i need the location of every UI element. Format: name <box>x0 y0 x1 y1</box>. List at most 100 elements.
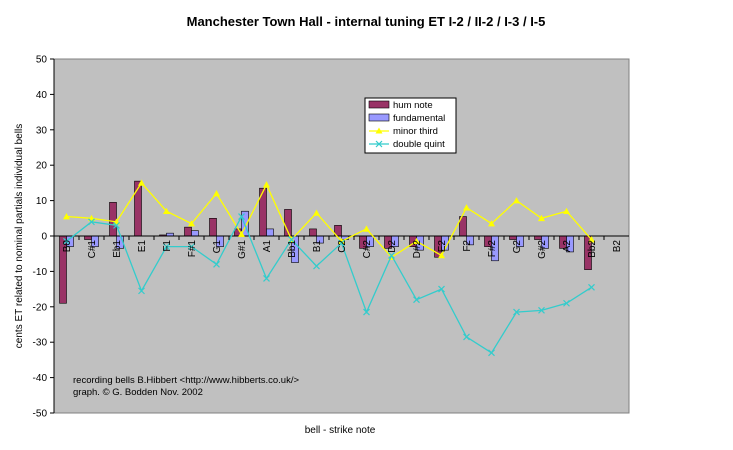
x-tick-label-c-2: C#2 <box>362 240 373 259</box>
bar-fundamental-a1 <box>266 228 274 237</box>
lines-layer <box>63 179 595 357</box>
point-minor-third-f1 <box>163 207 170 215</box>
point-minor-third-f-1 <box>188 220 195 227</box>
point-double-quint-d-2 <box>413 296 420 304</box>
y-tick-label: -20 <box>33 302 48 313</box>
point-double-quint-f1 <box>163 243 170 251</box>
point-minor-third-b0 <box>63 213 70 220</box>
point-double-quint-a2 <box>563 299 570 307</box>
x-tick-label-e1: E1 <box>137 240 148 253</box>
point-minor-third-f-2 <box>488 220 495 227</box>
legend-marker-minor-third <box>375 127 383 134</box>
y-axis-title: cents ET related to nominal partials ind… <box>14 124 25 348</box>
point-minor-third-g1 <box>213 190 220 197</box>
x-tick-label-a1: A1 <box>262 240 273 253</box>
x-tick-label-g-1: G#1 <box>237 240 248 259</box>
point-minor-third-d-2 <box>413 237 420 245</box>
bar-hum-note-b1 <box>309 228 317 237</box>
x-tick-label-f2: F2 <box>462 240 473 252</box>
y-tick-label: -10 <box>33 267 48 278</box>
x-tick-label-f-1: F#1 <box>187 240 198 258</box>
x-tick-label-bb2: Bb2 <box>587 240 598 258</box>
point-double-quint-b0 <box>63 237 70 245</box>
point-double-quint-f-1 <box>188 243 195 251</box>
chart-title: Manchester Town Hall - internal tuning E… <box>187 14 546 29</box>
legend-swatch-fundamental <box>368 113 390 122</box>
legend-label-fundamental: fundamental <box>393 113 445 124</box>
bar-hum-note-g2 <box>509 235 517 240</box>
x-tick-label-eb1: Eb1 <box>112 240 123 258</box>
point-double-quint-bb1 <box>288 236 295 243</box>
point-minor-third-c-2 <box>363 225 370 232</box>
bar-hum-note-c-1 <box>84 235 92 240</box>
x-tick-label-a2: A2 <box>562 240 573 253</box>
y-tick-label: 10 <box>36 196 48 207</box>
point-double-quint-g-1 <box>238 213 245 220</box>
y-tick-label: -40 <box>33 373 48 384</box>
point-minor-third-g2 <box>513 197 520 204</box>
point-double-quint-g-2 <box>538 306 545 314</box>
x-tick-label-e2: E2 <box>437 240 448 253</box>
x-tick-label-d-2: D#2 <box>412 240 423 259</box>
point-minor-third-e2 <box>438 251 445 259</box>
y-tick-label: 0 <box>41 232 47 243</box>
point-minor-third-a1 <box>263 181 270 188</box>
point-minor-third-e1 <box>138 179 145 186</box>
credit-recording: recording bells B.Hibbert <http://www.hi… <box>73 375 299 386</box>
point-double-quint-g2 <box>513 308 520 316</box>
y-tick-label: 50 <box>36 55 48 66</box>
point-minor-third-bb2 <box>588 236 595 243</box>
point-double-quint-a1 <box>263 275 270 282</box>
point-double-quint-eb1 <box>113 221 120 229</box>
x-tick-label-g1: G1 <box>212 240 223 254</box>
legend-label-minor-third: minor third <box>393 126 438 137</box>
x-tick-label-b2: B2 <box>612 240 623 253</box>
line-double-quint <box>66 214 592 354</box>
x-tick-label-b1: B1 <box>312 240 323 253</box>
x-axis-title: bell - strike note <box>305 425 376 436</box>
x-tick-label-g-2: G#2 <box>537 240 548 259</box>
y-tick-label: -30 <box>33 338 48 349</box>
credit-graph: graph. © G. Bodden Nov. 2002 <box>73 387 203 398</box>
point-minor-third-g-2 <box>538 214 545 222</box>
x-axis: B0 C#1 Eb1 E1 F1 F#1 G1 G#1 A1 Bb1 B1 C2 C#2 D2 D#2 E2 F… <box>53 236 623 259</box>
x-tick-label-g2: G2 <box>512 240 523 254</box>
y-tick-label: -50 <box>33 409 48 420</box>
point-double-quint-d2 <box>388 252 395 259</box>
bar-hum-note-g1 <box>209 218 217 237</box>
point-double-quint-g1 <box>213 260 220 268</box>
y-tick-label: 30 <box>36 125 48 136</box>
legend-label-hum-note: hum note <box>393 100 433 111</box>
line-minor-third <box>66 181 592 259</box>
point-minor-third-b1 <box>313 209 320 216</box>
point-double-quint-c2 <box>338 239 345 247</box>
point-double-quint-c-1 <box>88 218 95 226</box>
bar-hum-note-g-2 <box>534 235 542 240</box>
point-minor-third-c2 <box>338 237 345 245</box>
x-tick-label-c-1: C#1 <box>87 240 98 259</box>
y-tick-label: 20 <box>36 161 48 172</box>
legend-label-double-quint: double quint <box>393 139 445 150</box>
point-double-quint-bb2 <box>588 283 595 291</box>
y-axis: 50 40 30 20 10 0 -10 -20 -30 -40 -50 <box>33 55 55 420</box>
point-double-quint-b1 <box>313 262 320 270</box>
point-minor-third-g-1 <box>238 230 245 238</box>
x-tick-label-bb1: Bb1 <box>287 240 298 258</box>
bar-hum-note-f-1 <box>184 226 192 237</box>
x-tick-label-f-2: F#2 <box>487 240 498 258</box>
point-double-quint-e2 <box>438 285 445 293</box>
x-tick-label-f1: F1 <box>162 240 173 252</box>
point-double-quint-e1 <box>138 287 145 295</box>
y-tick-label: 40 <box>36 90 48 101</box>
point-minor-third-f2 <box>463 204 470 211</box>
bar-hum-note-eb1 <box>109 202 117 237</box>
legend-marker-double-quint <box>375 140 383 148</box>
point-minor-third-a2 <box>563 207 570 215</box>
point-double-quint-f-2 <box>488 349 495 357</box>
point-double-quint-f2 <box>463 333 470 341</box>
point-double-quint-c-2 <box>363 308 370 316</box>
bar-fundamental-f-1 <box>191 230 199 237</box>
legend-swatch-hum-note <box>368 100 390 109</box>
